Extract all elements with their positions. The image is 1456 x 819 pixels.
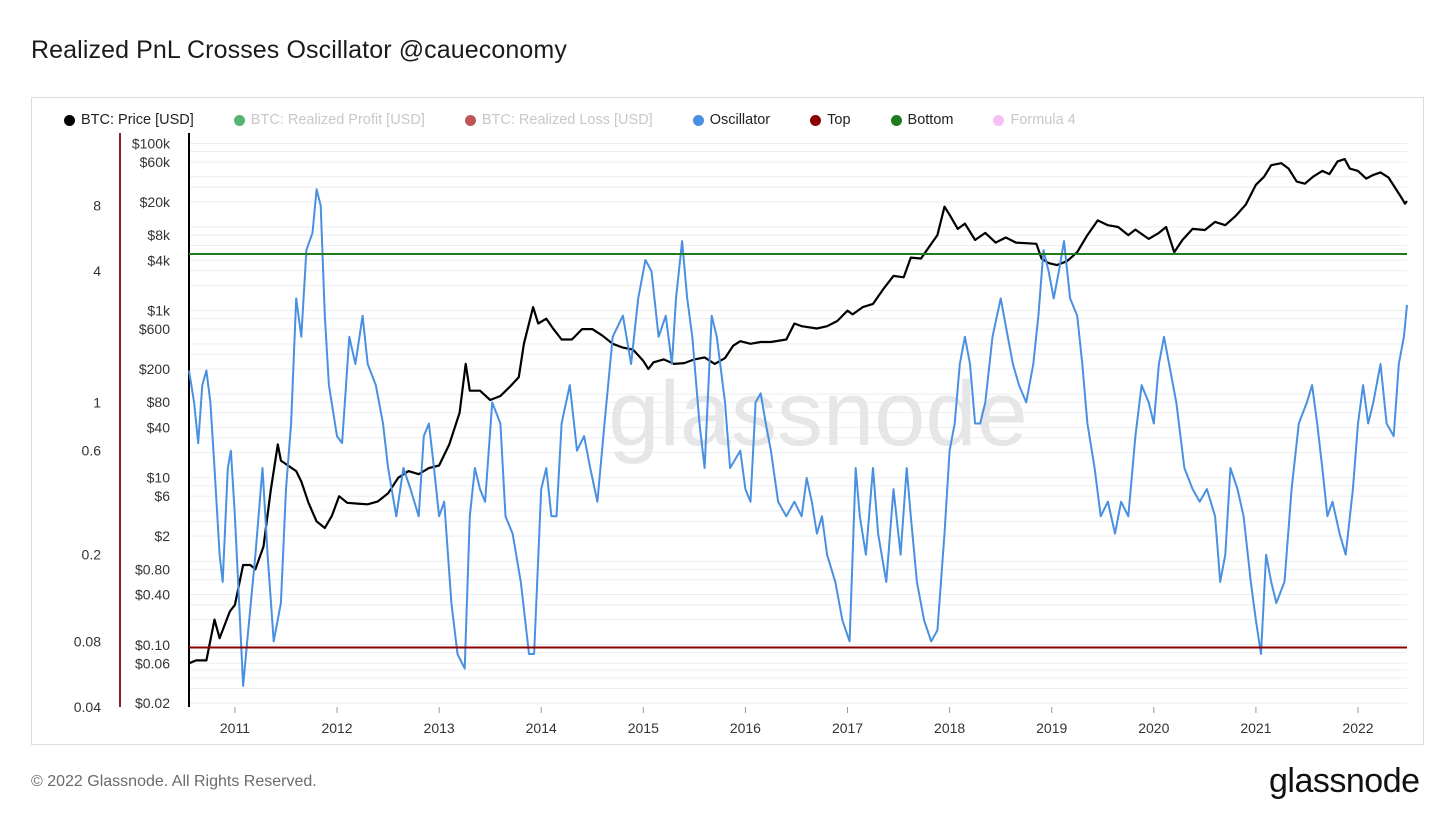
legend-dot-icon <box>64 114 75 126</box>
left-axis-tick-label: 8 <box>93 198 101 214</box>
legend-item-formula-4[interactable]: Formula 4 <box>993 112 1076 128</box>
left-axis-tick-label: 1 <box>93 394 101 410</box>
x-axis-tick-label: 2019 <box>1036 720 1067 736</box>
legend-label: Oscillator <box>709 112 771 128</box>
chart-title: Realized PnL Crosses Oscillator @cauecon… <box>31 36 567 64</box>
chart-frame <box>31 97 1424 745</box>
legend-item-oscillator[interactable]: Oscillator <box>692 112 771 128</box>
svg-text:glassnode: glassnode <box>1269 762 1420 800</box>
glassnode-logo-mark: glassnode <box>1269 762 1420 800</box>
left-axis-tick-label: 0.04 <box>74 699 101 715</box>
left-axis-tick-label: 0.08 <box>74 633 101 649</box>
x-axis-tick-label: 2013 <box>424 720 455 736</box>
series-btc-price-usd-line <box>188 158 1408 665</box>
legend-dot-icon <box>464 114 476 126</box>
footer-copyright: © 2022 Glassnode. All Rights Reserved. <box>31 773 317 790</box>
left-axis-tick-label: 0.2 <box>82 547 102 563</box>
price-axis-tick-label: $60k <box>140 154 171 170</box>
left-axis-tick-label: 4 <box>93 263 101 279</box>
legend-dot-icon <box>993 114 1005 126</box>
price-axis-tick-label: $20k <box>140 194 171 210</box>
x-axis-tick-label: 2016 <box>730 720 761 736</box>
legend-item-btc-realized-loss-usd[interactable]: BTC: Realized Loss [USD] <box>464 112 653 128</box>
price-axis-tick-label: $100k <box>132 135 171 151</box>
x-axis-tick-label: 2014 <box>526 720 557 736</box>
price-axis-tick-label: $0.10 <box>135 637 170 653</box>
legend-item-top[interactable]: Top <box>810 112 851 128</box>
watermark: glassnode <box>608 363 1027 465</box>
legend-dot-icon <box>692 114 704 126</box>
x-axis-tick-label: 2020 <box>1138 720 1169 736</box>
price-axis-tick-label: $8k <box>147 227 171 243</box>
left-axis-tick-label: 0.6 <box>82 443 102 459</box>
price-axis-tick-label: $600 <box>139 321 170 337</box>
legend-label: BTC: Realized Loss [USD] <box>481 112 653 128</box>
legend-item-bottom[interactable]: Bottom <box>890 112 954 128</box>
legend-dot-icon <box>890 114 902 126</box>
price-axis-tick-label: $0.80 <box>135 561 170 577</box>
price-axis-tick-label: $80 <box>147 394 171 410</box>
x-axis-tick-label: 2021 <box>1240 720 1271 736</box>
legend-item-btc-price-usd[interactable]: BTC: Price [USD] <box>64 112 194 128</box>
series-oscillator-line <box>188 188 1408 687</box>
legend-label: Top <box>827 112 851 128</box>
price-axis-tick-label: $10 <box>147 470 171 486</box>
price-axis-tick-label: $6 <box>154 488 170 504</box>
legend-dot-icon <box>233 114 245 126</box>
price-axis-tick-label: $0.40 <box>135 586 170 602</box>
chart-legend: BTC: Price [USD] BTC: Realized Profit [US… <box>64 111 1116 129</box>
x-axis-tick-label: 2018 <box>934 720 965 736</box>
legend-dot-icon <box>810 114 822 126</box>
x-axis-tick-label: 2022 <box>1342 720 1373 736</box>
price-axis-tick-label: $4k <box>147 252 171 268</box>
legend-label: BTC: Realized Profit [USD] <box>250 112 425 128</box>
price-axis-tick-label: $2 <box>154 528 170 544</box>
price-axis-tick-label: $0.06 <box>135 655 170 671</box>
x-axis-tick-label: 2017 <box>832 720 863 736</box>
price-axis-tick-label: $200 <box>139 361 170 377</box>
legend-item-btc-realized-profit-usd[interactable]: BTC: Realized Profit [USD] <box>233 112 425 128</box>
price-axis-tick-label: $1k <box>147 303 171 319</box>
legend-label: Bottom <box>907 112 954 128</box>
glassnode-logo: glassnode <box>1269 760 1425 809</box>
x-axis-tick-label: 2015 <box>628 720 659 736</box>
legend-label: Formula 4 <box>1010 112 1076 128</box>
legend-label: BTC: Price [USD] <box>81 112 194 128</box>
x-axis-tick-label: 2011 <box>220 720 250 736</box>
price-axis-tick-label: $0.02 <box>135 695 170 711</box>
x-axis-tick-label: 2012 <box>321 720 352 736</box>
price-axis-tick-label: $40 <box>147 419 171 435</box>
